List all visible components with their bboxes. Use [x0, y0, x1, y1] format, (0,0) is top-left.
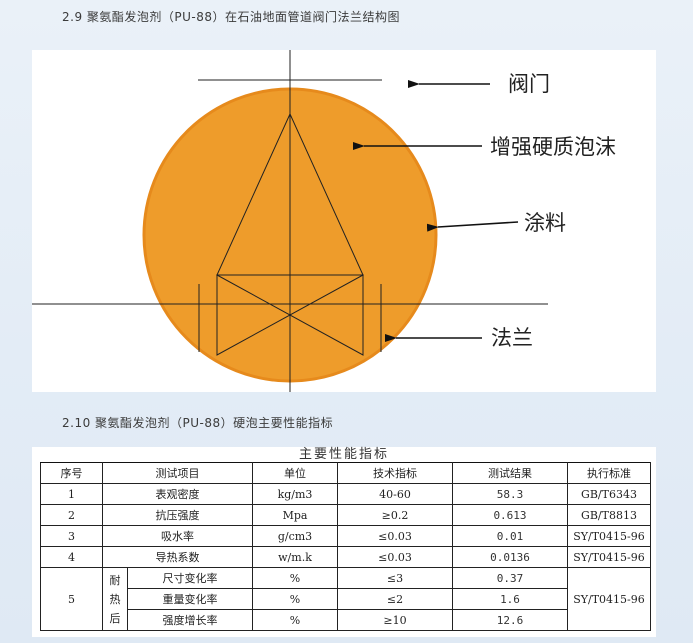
cell-result: 0.01: [452, 525, 568, 547]
spec-table-panel: 主要性能指标 序号 测试项目 单位 技术指标 测试结果 执行标准 1 表观密度 …: [32, 447, 656, 637]
cell-spec: 40-60: [337, 483, 453, 505]
diagram-drawing: [32, 50, 548, 392]
header-item: 测试项目: [102, 462, 253, 484]
cell-item: 吸水率: [102, 525, 253, 547]
cell-spec: ≤2: [337, 588, 453, 610]
cell-unit: Mpa: [252, 504, 338, 526]
cell-unit: kg/m3: [252, 483, 338, 505]
category-char: 后: [109, 611, 121, 625]
cell-item: 导热系数: [102, 546, 253, 568]
cell-item: 强度增长率: [127, 609, 253, 631]
cell-no: 4: [40, 546, 103, 568]
cell-item: 尺寸变化率: [127, 567, 253, 589]
cell-result: 0.613: [452, 504, 568, 526]
valve-bowtie: [216, 274, 364, 356]
valve-label: 阀门: [508, 72, 550, 96]
cell-unit: %: [252, 588, 338, 610]
cell-standard: SY/T0415-96: [567, 567, 651, 631]
header-no: 序号: [40, 462, 103, 484]
table-row: 5 耐 热 后 尺寸变化率 % ≤3 0.37 SY/T0415-96: [40, 567, 651, 631]
header-unit: 单位: [252, 462, 338, 484]
cell-unit: g/cm3: [252, 525, 338, 547]
cell-no: 1: [40, 483, 103, 505]
table-row: 重量变化率 % ≤2 1.6: [41, 588, 651, 610]
cell-unit: %: [252, 567, 338, 589]
cell-standard: GB/T6343: [567, 483, 651, 505]
category-char: 热: [109, 592, 121, 606]
cell-spec: ≤0.03: [337, 525, 453, 547]
valve-flange-diagram: 阀门 增强硬质泡沫 涂料 法兰: [32, 50, 656, 392]
cell-spec: ≤0.03: [337, 546, 453, 568]
cell-unit: %: [252, 609, 338, 631]
table-row: 强度增长率 % ≥10 12.6: [41, 609, 651, 631]
cell-result: 12.6: [452, 609, 568, 631]
table-row: 3 吸水率 g/cm3 ≤0.03 0.01 SY/T0415-96: [40, 525, 651, 547]
table-caption: 主要性能指标: [298, 447, 389, 459]
spec-table: 序号 测试项目 单位 技术指标 测试结果 执行标准 1 表观密度 kg/m3 4…: [40, 462, 651, 631]
cell-result: 1.6: [452, 588, 568, 610]
cell-result: 0.0136: [452, 546, 568, 568]
header-spec: 技术指标: [337, 462, 453, 484]
valve-body-triangle: [216, 112, 364, 276]
cell-spec: ≤3: [337, 567, 453, 589]
category-char: 耐: [109, 573, 121, 587]
cell-category: 耐 热 后: [102, 567, 128, 631]
cell-result: 0.37: [452, 567, 568, 589]
coating-arrow: [426, 221, 519, 232]
cell-spec: ≥0.2: [337, 504, 453, 526]
header-standard: 执行标准: [567, 462, 651, 484]
cell-item: 抗压强度: [102, 504, 253, 526]
cell-standard: GB/T8813: [567, 504, 651, 526]
figure-heading: 2.9 聚氨酯发泡剂（PU-88）在石油地面管道阀门法兰结构图: [62, 10, 401, 24]
coating-label: 涂料: [524, 211, 566, 235]
table-header-row: 序号 测试项目 单位 技术指标 测试结果 执行标准: [40, 462, 651, 484]
cell-item: 重量变化率: [127, 588, 253, 610]
flange-label: 法兰: [491, 326, 533, 350]
cell-standard: SY/T0415-96: [567, 546, 651, 568]
table-row: 1 表观密度 kg/m3 40-60 58.3 GB/T6343: [40, 483, 651, 505]
foam-label: 增强硬质泡沫: [490, 135, 616, 159]
cell-unit: w/m.k: [252, 546, 338, 568]
cell-no: 2: [40, 504, 103, 526]
cell-no: 3: [40, 525, 103, 547]
header-result: 测试结果: [452, 462, 568, 484]
cell-spec: ≥10: [337, 609, 453, 631]
table-heading: 2.10 聚氨酯发泡剂（PU-88）硬泡主要性能指标: [62, 416, 334, 430]
cell-item: 表观密度: [102, 483, 253, 505]
cell-standard: SY/T0415-96: [567, 525, 651, 547]
cell-no: 5: [40, 567, 103, 631]
table-row: 2 抗压强度 Mpa ≥0.2 0.613 GB/T8813: [40, 504, 651, 526]
table-row: 4 导热系数 w/m.k ≤0.03 0.0136 SY/T0415-96: [40, 546, 651, 568]
cell-result: 58.3: [452, 483, 568, 505]
